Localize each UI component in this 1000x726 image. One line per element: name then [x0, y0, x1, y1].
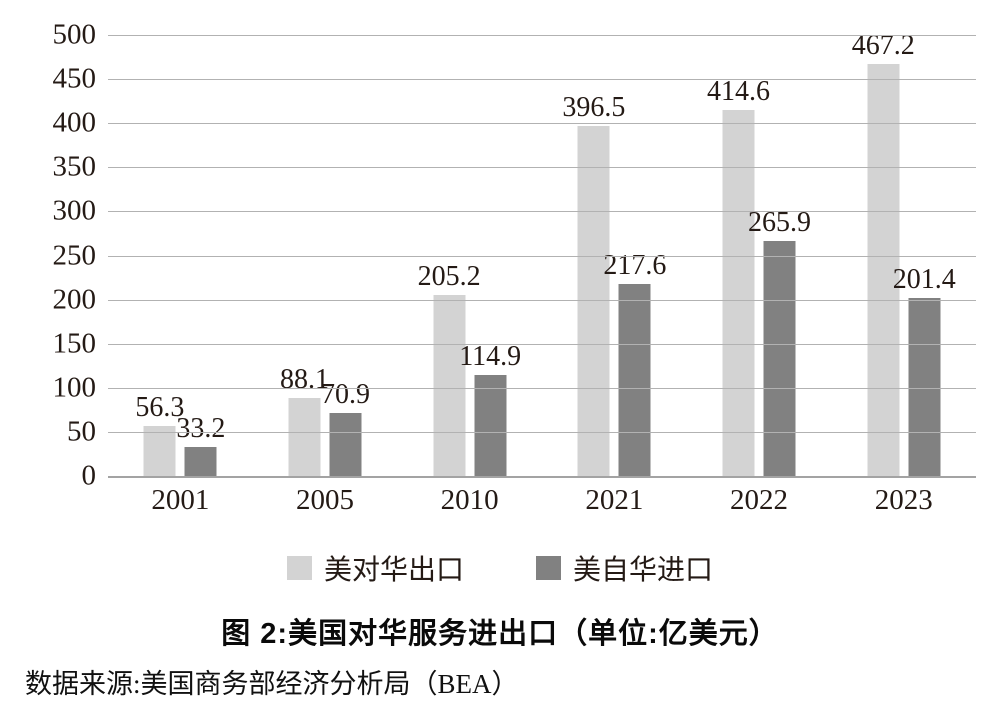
gridline — [108, 79, 976, 81]
bar-column: 467.2 — [852, 31, 915, 476]
gridline — [108, 123, 976, 125]
bar-column: 56.3 — [135, 394, 184, 476]
bar-pair: 467.2 201.4 — [852, 31, 956, 476]
bar-groups: 56.3 33.2 88.1 70.9 205.2 114.9 396.5 217.6 414.… — [108, 31, 976, 476]
value-label: 201.4 — [892, 264, 956, 296]
bar-group: 414.6 265.9 — [687, 35, 832, 476]
bar-column: 205.2 — [418, 263, 481, 476]
value-label: 56.3 — [135, 392, 185, 424]
bar-美对华出口 — [433, 295, 466, 476]
x-axis-label: 2005 — [296, 484, 354, 516]
plot-area: 56.3 33.2 88.1 70.9 205.2 114.9 396.5 217.6 414.… — [108, 31, 976, 478]
bar-group: 396.5 217.6 — [542, 35, 687, 476]
bar-column: 88.1 — [280, 366, 329, 476]
bar-美自华进口 — [329, 413, 362, 476]
legend: 美对华出口 美自华进口 — [0, 548, 1000, 588]
x-axis-label: 2001 — [151, 484, 210, 516]
y-axis-label: 400 — [52, 106, 97, 139]
bar-column: 217.6 — [603, 252, 666, 476]
gridline — [108, 431, 976, 433]
bar-美自华进口 — [474, 374, 507, 476]
legend-swatch-icon — [536, 556, 561, 580]
legend-swatch-icon — [286, 556, 312, 580]
gridline — [108, 343, 976, 345]
value-label: 114.9 — [459, 340, 522, 372]
y-axis-label: 150 — [52, 327, 97, 360]
bar-pair: 396.5 217.6 — [562, 94, 666, 476]
bar-column: 396.5 — [562, 94, 625, 476]
bar-美自华进口 — [763, 241, 796, 476]
bar-美自华进口 — [908, 298, 941, 476]
gridline — [108, 167, 976, 169]
bar-group: 467.2 201.4 — [831, 31, 976, 476]
bar-pair: 56.3 33.2 — [135, 394, 225, 476]
bar-column: 201.4 — [893, 266, 956, 476]
bar-column: 265.9 — [748, 209, 811, 476]
bar-column: 33.2 — [176, 414, 225, 476]
x-axis: 2001 2005 2010 2021 2022 2023 — [108, 484, 976, 517]
bar-pair: 88.1 70.9 — [280, 366, 370, 476]
bar-美对华出口 — [288, 398, 321, 476]
gridline — [108, 299, 976, 301]
bar-美对华出口 — [867, 63, 900, 476]
y-axis-label: 200 — [52, 283, 97, 316]
source-note: 数据来源:美国商务部经济分析局（BEA） — [25, 669, 519, 699]
x-axis-label: 2021 — [585, 484, 644, 516]
legend-label: 美自华进口 — [573, 555, 714, 586]
legend-entry: 美对华出口 — [286, 548, 464, 588]
value-label: 414.6 — [707, 76, 771, 108]
y-axis-label: 100 — [52, 371, 97, 404]
chart-title: 图 2:美国对华服务进出口（单位:亿美元） — [221, 618, 779, 650]
y-axis-label: 450 — [52, 62, 97, 95]
bar-column: 114.9 — [459, 342, 521, 476]
bar-美自华进口 — [184, 446, 217, 476]
gridline — [108, 476, 976, 478]
legend-label: 美对华出口 — [323, 555, 464, 586]
y-axis-label: 0 — [81, 459, 97, 492]
y-axis-label: 350 — [52, 150, 97, 183]
bar-美对华出口 — [577, 126, 610, 476]
bar-pair: 205.2 114.9 — [418, 263, 521, 476]
value-label: 33.2 — [176, 412, 226, 444]
y-axis-label: 500 — [52, 18, 97, 51]
gridline — [108, 35, 976, 36]
value-label: 467.2 — [851, 29, 915, 61]
value-label: 70.9 — [321, 379, 370, 411]
x-axis-label: 2010 — [440, 484, 499, 516]
bar-pair: 414.6 265.9 — [707, 78, 811, 476]
value-label: 205.2 — [417, 261, 481, 293]
bar-美对华出口 — [722, 110, 755, 476]
gridline — [108, 387, 976, 389]
bar-group: 56.3 33.2 — [108, 35, 253, 476]
bar-group: 88.1 70.9 — [253, 35, 398, 476]
value-label: 265.9 — [748, 207, 812, 239]
bar-column: 70.9 — [321, 381, 370, 476]
bar-group: 205.2 114.9 — [397, 35, 542, 476]
bar-美对华出口 — [143, 426, 176, 476]
value-label: 396.5 — [562, 92, 626, 124]
gridline — [108, 255, 976, 257]
gridline — [108, 211, 976, 213]
bar-column: 414.6 — [707, 78, 770, 476]
y-axis-label: 300 — [52, 194, 97, 227]
y-axis-label: 250 — [52, 239, 97, 271]
bar-美自华进口 — [618, 284, 651, 476]
value-label: 88.1 — [280, 364, 329, 396]
x-axis-label: 2023 — [874, 484, 933, 516]
y-axis: 0 50 100 150 200 250 300 350 400 450 500 — [0, 20, 97, 490]
y-axis-label: 50 — [67, 415, 96, 448]
x-axis-label: 2022 — [730, 484, 789, 516]
legend-entry: 美自华进口 — [536, 548, 713, 588]
